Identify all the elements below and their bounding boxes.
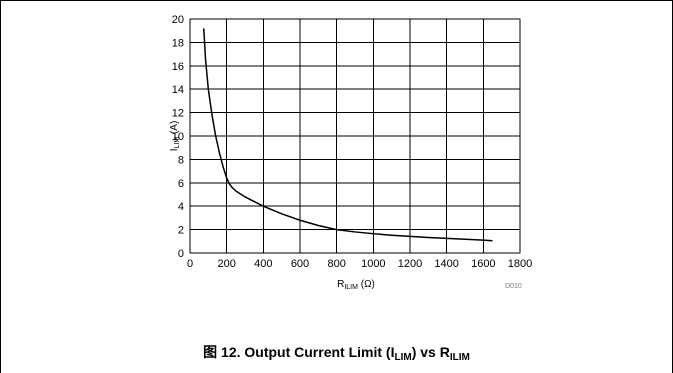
y-tick-label: 6 (178, 178, 184, 190)
chart-grid (189, 18, 521, 254)
y-tick-label: 18 (172, 37, 184, 49)
caption-subscript-lim: LIM (394, 352, 412, 363)
y-tick-label: 4 (178, 201, 184, 213)
figure-id-label: D010 (505, 283, 522, 290)
y-tick-label: 0 (178, 248, 184, 260)
figure-caption: 图 12. Output Current Limit (ILIM) vs RIL… (0, 342, 673, 363)
x-tick-label: 1200 (398, 258, 422, 270)
y-tick-label: 14 (172, 84, 184, 96)
x-tick-label: 1800 (508, 258, 532, 270)
chart-axis-titles: RILIM (Ω) ILIM (A) (169, 121, 375, 291)
y-axis-title: ILIM (A) (169, 121, 181, 152)
x-tick-label: 1400 (434, 258, 458, 270)
chart-tick-labels: 0 200 400 600 800 1000 1200 1400 1600 1800 0 2 4 6 8 10… (172, 14, 532, 270)
y-tick-label: 2 (178, 225, 184, 237)
chart-series (203, 28, 493, 242)
y-tick-label: 12 (172, 108, 184, 120)
frame-top-border (0, 0, 673, 1)
current-limit-chart: 0 200 400 600 800 1000 1200 1400 1600 1800 0 2 4 6 8 10… (169, 14, 532, 291)
y-tick-label: 20 (172, 14, 184, 26)
caption-subscript-ilim: ILIM (449, 352, 470, 363)
caption-symbol-r: R (439, 344, 450, 360)
x-tick-label: 400 (254, 258, 272, 270)
caption-symbol-i: I (390, 344, 395, 360)
y-tick-label: 10 (172, 131, 184, 143)
x-tick-label: 1600 (471, 258, 495, 270)
series-line-0 (203, 28, 493, 242)
x-tick-label: 800 (327, 258, 345, 270)
y-tick-label: 8 (178, 154, 184, 166)
y-tick-label: 16 (172, 61, 184, 73)
x-tick-label: 600 (291, 258, 309, 270)
x-axis-title: RILIM (Ω) (337, 279, 375, 291)
caption-middle: ) vs (411, 344, 440, 360)
plot-area-border (189, 18, 521, 254)
frame-left-border (0, 0, 1, 373)
caption-prefix: 图 12. Output Current Limit ( (203, 344, 391, 360)
x-tick-label: 0 (187, 258, 193, 270)
x-tick-label: 200 (217, 258, 235, 270)
x-tick-label: 1000 (361, 258, 385, 270)
